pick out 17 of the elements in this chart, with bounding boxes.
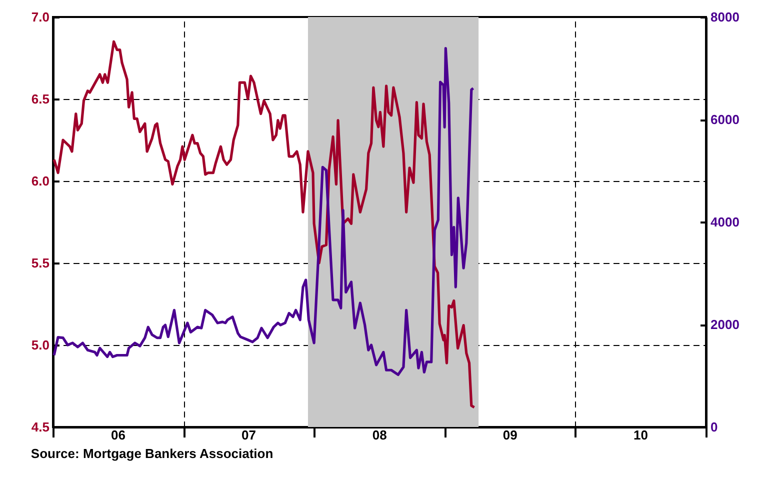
- y-tick-label: 5.0: [31, 338, 50, 352]
- x-tick-label: 07: [242, 428, 256, 442]
- y2-tick-label: 2000: [710, 317, 740, 332]
- y-tick-label: 6.0: [31, 174, 50, 188]
- x-tick-label: 09: [502, 428, 518, 442]
- x-tick-label: 10: [633, 428, 648, 442]
- y2-tick-label: 0: [710, 420, 718, 434]
- x-tick-label: 06: [110, 428, 126, 442]
- y-tick-label: 4.5: [31, 420, 50, 434]
- y2-tick-label: 4000: [710, 214, 740, 230]
- y2-tick-label: 8000: [710, 10, 740, 24]
- y-tick-label: 7.0: [31, 10, 50, 24]
- x-tick-label: 08: [372, 428, 387, 442]
- y-tick-label: 5.5: [31, 256, 50, 270]
- y-tick-label: 6.5: [31, 92, 50, 106]
- source-note: Source: Mortgage Bankers Association: [30, 446, 274, 461]
- y2-tick-label: 6000: [710, 112, 740, 127]
